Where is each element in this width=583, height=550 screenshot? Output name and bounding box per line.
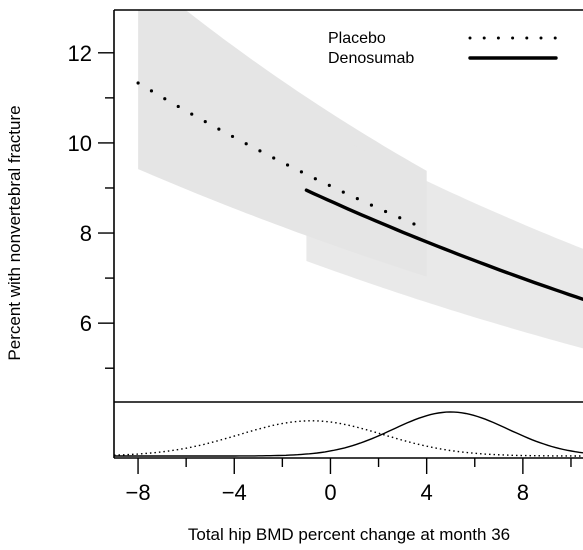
y-axis-label: Percent with nonvertebral fracture: [5, 105, 24, 360]
denosumab-line: [304, 188, 583, 301]
density-panel: [114, 411, 583, 457]
denosumab-confidence-band: [306, 119, 583, 349]
x-tick-label: 4: [421, 480, 433, 505]
x-tick-label: 8: [517, 480, 529, 505]
y-tick-label: 8: [80, 221, 92, 246]
y-axis: 6 8 10 12: [68, 41, 114, 369]
x-tick-label: −8: [126, 480, 151, 505]
y-tick-label: 12: [68, 41, 92, 66]
placebo-density-curve: [114, 420, 583, 457]
y-tick-label: 6: [80, 311, 92, 336]
x-axis: −8 −4 0 4 8: [126, 458, 572, 505]
fitted-lines: [136, 81, 583, 301]
x-axis-label: Total hip BMD percent change at month 36: [188, 525, 510, 544]
x-tick-label: −4: [222, 480, 247, 505]
plot-frame: [113, 9, 583, 459]
legend-label: Denosumab: [328, 50, 414, 67]
x-tick-label: 0: [324, 480, 336, 505]
legend: Placebo Denosumab: [328, 30, 558, 67]
legend-label: Placebo: [328, 30, 386, 47]
y-tick-label: 10: [68, 131, 92, 156]
denosumab-density-curve: [114, 411, 583, 457]
